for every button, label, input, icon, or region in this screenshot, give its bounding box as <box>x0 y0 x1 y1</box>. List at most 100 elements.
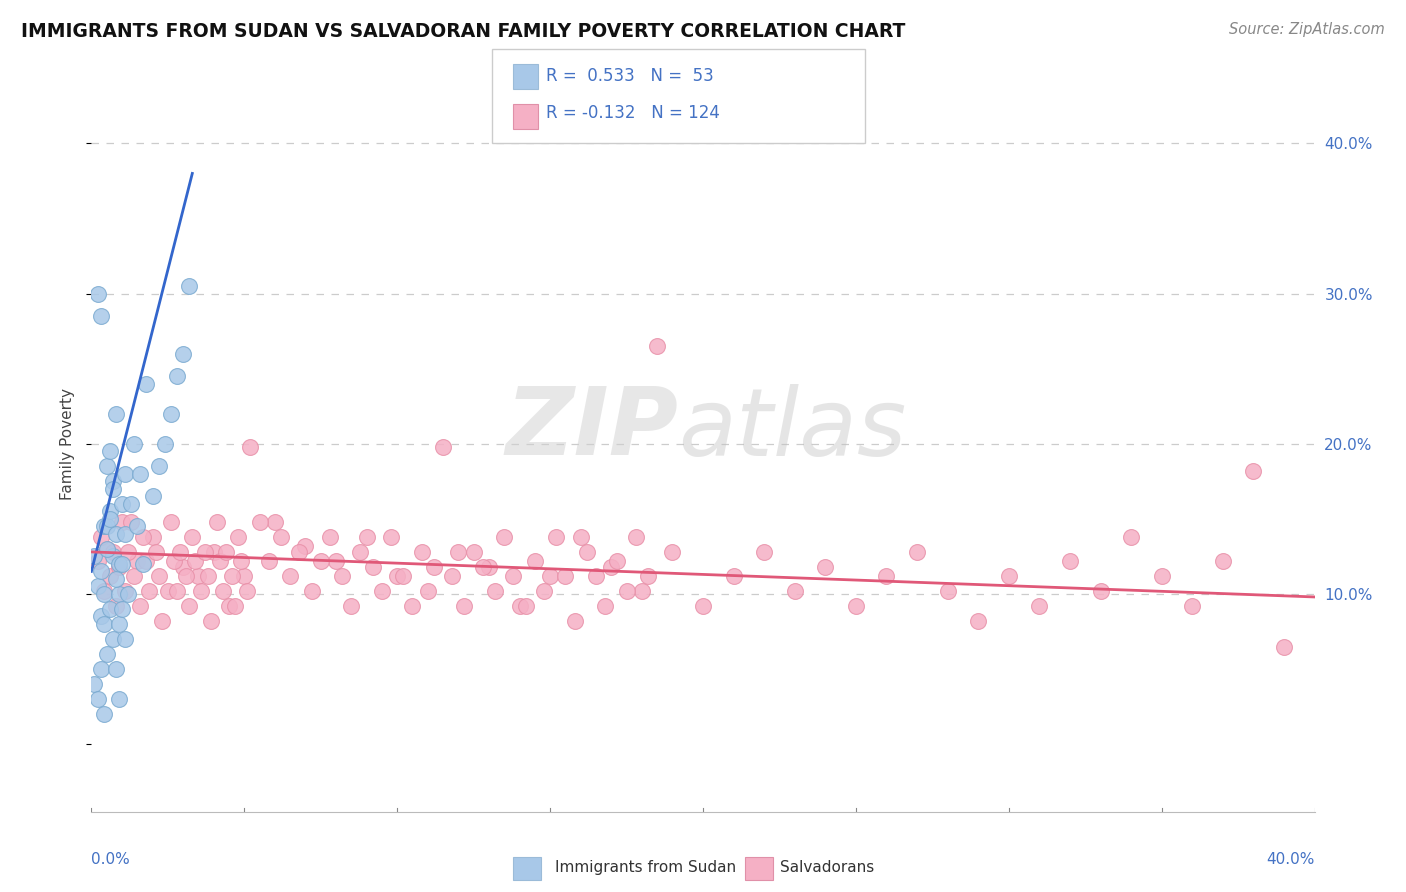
Point <box>432 440 454 454</box>
Point <box>122 436 145 450</box>
Point <box>150 614 173 628</box>
Point <box>546 530 568 544</box>
Point <box>233 569 256 583</box>
Point <box>441 569 464 583</box>
Point <box>86 554 108 568</box>
Point <box>509 599 531 613</box>
Point <box>569 530 592 544</box>
Point <box>114 632 136 646</box>
Text: atlas: atlas <box>679 384 907 475</box>
Point <box>637 569 659 583</box>
Text: R =  0.533   N =  53: R = 0.533 N = 53 <box>546 67 713 85</box>
Point <box>523 554 546 568</box>
Point <box>174 569 197 583</box>
Point <box>249 515 271 529</box>
Point <box>114 527 136 541</box>
Point <box>108 560 131 574</box>
Text: IMMIGRANTS FROM SUDAN VS SALVADORAN FAMILY POVERTY CORRELATION CHART: IMMIGRANTS FROM SUDAN VS SALVADORAN FAMI… <box>21 22 905 41</box>
Point <box>90 530 112 544</box>
Point <box>93 707 115 722</box>
Point <box>111 515 134 529</box>
Point <box>1272 640 1295 654</box>
Point <box>98 512 121 526</box>
Point <box>122 569 145 583</box>
Point <box>104 527 127 541</box>
Point <box>1212 554 1234 568</box>
Point <box>132 530 155 544</box>
Point <box>330 569 353 583</box>
Point <box>153 436 176 450</box>
Point <box>224 599 246 613</box>
Point <box>101 475 124 489</box>
Point <box>1181 599 1204 613</box>
Point <box>416 583 439 598</box>
Point <box>600 560 623 574</box>
Point <box>814 560 837 574</box>
Point <box>104 599 127 613</box>
Point <box>141 530 163 544</box>
Point <box>533 583 555 598</box>
Point <box>127 554 149 568</box>
Point <box>86 286 108 301</box>
Point <box>184 554 207 568</box>
Point <box>101 632 124 646</box>
Point <box>108 557 131 571</box>
Point <box>783 583 806 598</box>
Text: Salvadorans: Salvadorans <box>780 860 875 874</box>
Point <box>93 587 115 601</box>
Point <box>96 541 118 556</box>
Point <box>129 467 152 481</box>
Point <box>120 515 142 529</box>
Point <box>319 530 342 544</box>
Text: 0.0%: 0.0% <box>91 852 131 867</box>
Point <box>340 599 363 613</box>
Point <box>936 583 959 598</box>
Point <box>163 554 186 568</box>
Point <box>117 587 139 601</box>
Point <box>93 617 115 632</box>
Point <box>278 569 301 583</box>
Point <box>212 583 235 598</box>
Point <box>172 346 194 360</box>
Point <box>221 569 243 583</box>
Point <box>1150 569 1173 583</box>
Point <box>754 545 776 559</box>
Point <box>160 407 183 421</box>
Point <box>692 599 714 613</box>
Point <box>200 614 222 628</box>
Point <box>453 599 475 613</box>
Point <box>104 407 127 421</box>
Point <box>356 530 378 544</box>
Point <box>108 587 131 601</box>
Point <box>202 545 225 559</box>
Point <box>998 569 1021 583</box>
Point <box>484 583 506 598</box>
Point <box>148 459 170 474</box>
Point <box>1090 583 1112 598</box>
Point <box>294 539 316 553</box>
Point <box>90 565 112 579</box>
Point <box>616 583 638 598</box>
Point <box>104 572 127 586</box>
Point <box>411 545 433 559</box>
Point <box>538 569 561 583</box>
Text: Immigrants from Sudan: Immigrants from Sudan <box>555 860 737 874</box>
Point <box>135 554 157 568</box>
Point <box>166 369 188 384</box>
Point <box>218 599 240 613</box>
Point <box>515 599 537 613</box>
Point <box>270 530 292 544</box>
Point <box>98 444 121 458</box>
Point <box>90 309 112 323</box>
Point <box>236 583 259 598</box>
Point <box>257 554 280 568</box>
Point <box>645 339 668 353</box>
Point <box>564 614 586 628</box>
Point <box>127 519 149 533</box>
Point <box>83 677 105 691</box>
Point <box>179 599 201 613</box>
Point <box>215 545 238 559</box>
Point <box>101 482 124 496</box>
Point <box>111 602 134 616</box>
Point <box>93 519 115 533</box>
